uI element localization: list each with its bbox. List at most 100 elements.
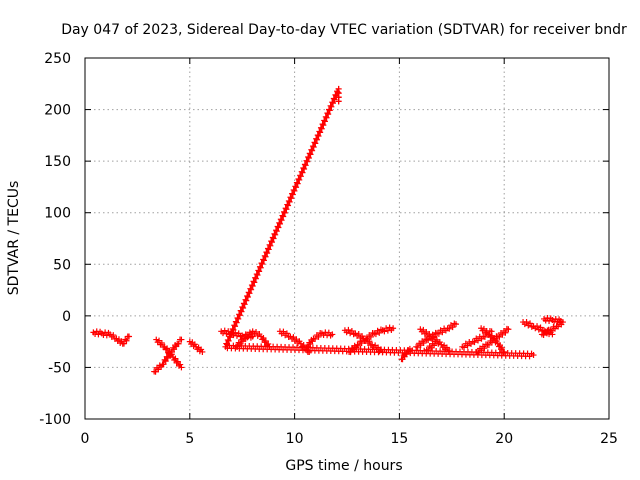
data-point xyxy=(420,340,427,347)
data-point xyxy=(322,113,329,120)
data-point xyxy=(316,128,323,135)
data-point xyxy=(548,327,555,334)
chart-title: Day 047 of 2023, Sidereal Day-to-day VTE… xyxy=(61,22,627,38)
data-point xyxy=(366,338,373,345)
data-point xyxy=(271,230,278,237)
data-point xyxy=(284,201,291,208)
data-point xyxy=(543,330,550,337)
data-point xyxy=(348,327,355,334)
data-point xyxy=(265,340,272,347)
data-point xyxy=(240,300,247,307)
data-point xyxy=(449,324,456,331)
grid xyxy=(85,58,609,419)
y-tick-label: 150 xyxy=(44,154,71,170)
data-point xyxy=(292,183,299,190)
data-point xyxy=(263,249,270,256)
data-point xyxy=(256,263,263,270)
data-point xyxy=(334,88,341,95)
data-point xyxy=(239,303,246,310)
data-point xyxy=(312,335,319,342)
data-point xyxy=(355,331,362,338)
data-point xyxy=(226,333,233,340)
data-point xyxy=(242,296,249,303)
x-axis-label: GPS time / hours xyxy=(285,458,402,474)
data-point xyxy=(475,337,481,344)
y-tick-label: -50 xyxy=(48,360,71,376)
data-point xyxy=(231,322,238,329)
data-point xyxy=(376,329,383,336)
data-point xyxy=(499,344,506,351)
data-point xyxy=(493,337,500,344)
data-point xyxy=(324,110,331,117)
data-point xyxy=(252,274,259,281)
data-point xyxy=(314,132,321,139)
y-tick-label: 50 xyxy=(53,257,71,273)
data-point xyxy=(221,327,228,334)
data-point xyxy=(534,323,541,330)
data-point xyxy=(123,337,130,344)
data-point xyxy=(306,150,313,157)
data-point xyxy=(329,99,336,106)
data-point xyxy=(372,331,379,338)
x-tick-labels: 0 5 10 15 20 25 xyxy=(81,431,618,447)
data-point xyxy=(273,227,280,234)
data-point xyxy=(110,332,117,339)
data-point xyxy=(325,106,332,113)
data-point xyxy=(228,329,235,336)
data-point xyxy=(244,293,251,300)
data-point xyxy=(384,327,391,334)
data-point xyxy=(505,326,512,333)
data-point xyxy=(261,252,268,259)
data-point xyxy=(236,311,243,318)
data-point xyxy=(345,326,352,333)
data-point xyxy=(332,91,339,98)
data-point xyxy=(443,344,450,351)
data-point xyxy=(274,223,281,230)
data-point xyxy=(290,186,297,193)
y-tick-label: 100 xyxy=(44,206,71,222)
data-point xyxy=(232,318,239,325)
data-point xyxy=(298,168,305,175)
data-point xyxy=(253,328,260,335)
data-point xyxy=(153,336,160,343)
data-point xyxy=(163,353,170,360)
data-point xyxy=(248,282,255,289)
data-point xyxy=(126,333,133,340)
data-point xyxy=(269,234,276,241)
data-point xyxy=(260,256,267,263)
data-marks xyxy=(90,85,566,375)
x-tick-label: 10 xyxy=(286,431,304,447)
data-point xyxy=(235,330,242,337)
data-point xyxy=(452,321,459,328)
data-point xyxy=(168,351,175,358)
data-point xyxy=(540,331,547,338)
data-point xyxy=(390,325,397,332)
data-point xyxy=(223,340,230,347)
data-point xyxy=(224,336,231,343)
data-point xyxy=(435,330,442,337)
data-point xyxy=(245,289,252,296)
data-point xyxy=(178,364,185,371)
x-tick-label: 15 xyxy=(390,431,408,447)
x-tick-label: 20 xyxy=(495,431,513,447)
data-point xyxy=(199,348,206,355)
data-point xyxy=(285,197,292,204)
data-point xyxy=(309,143,316,150)
data-point xyxy=(293,179,300,186)
axis-ticks xyxy=(84,57,610,420)
plot-frame xyxy=(84,57,610,420)
data-point xyxy=(177,361,184,368)
y-axis-label: SDTVAR / TECUs xyxy=(6,181,22,296)
data-point xyxy=(280,328,287,335)
data-point xyxy=(321,117,328,124)
data-point xyxy=(330,95,337,102)
y-tick-labels: -100 -50 0 50 100 150 200 250 xyxy=(39,51,71,428)
data-point xyxy=(277,216,284,223)
data-point xyxy=(381,328,388,335)
x-tick-label: 0 xyxy=(81,431,90,447)
data-point xyxy=(281,208,288,215)
data-point xyxy=(160,361,167,368)
data-point xyxy=(557,318,564,325)
data-point xyxy=(327,102,334,109)
data-point xyxy=(268,238,275,245)
